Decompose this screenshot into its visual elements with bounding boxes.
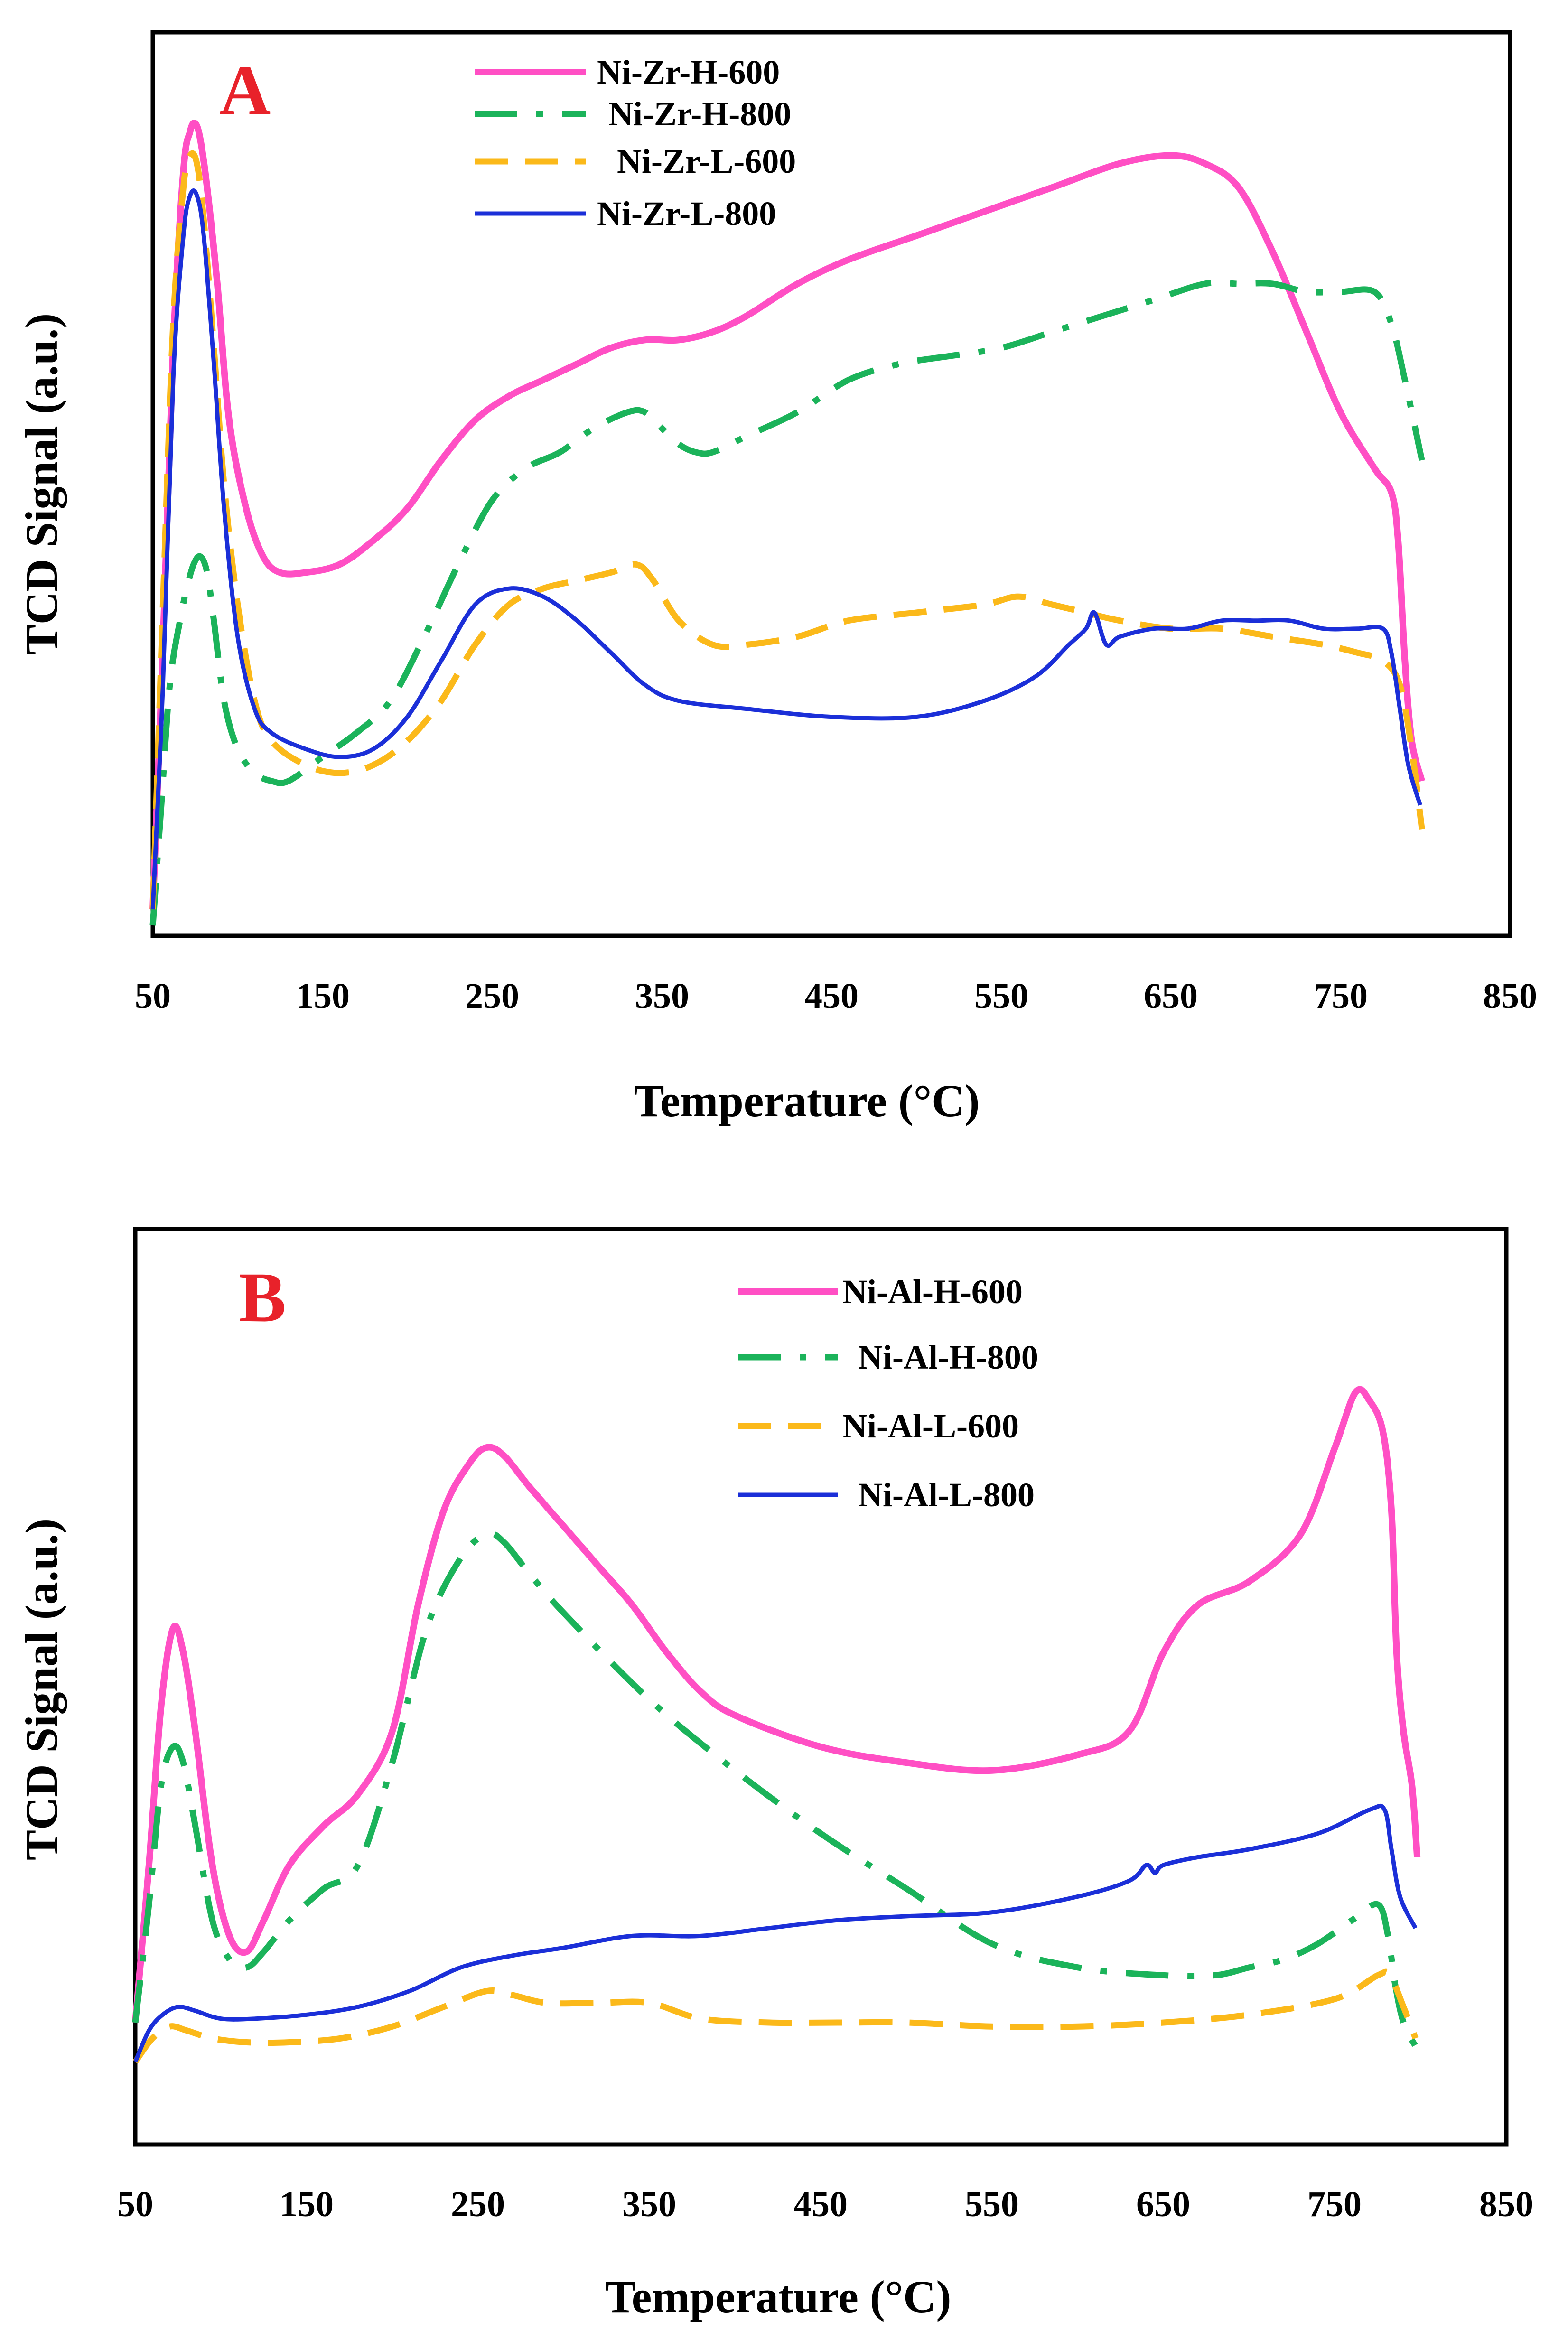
panel-b-curves (132, 1386, 1421, 2064)
panel-a-y-axis-title: TCD Signal (a.u.) (16, 313, 67, 655)
panel-b-series-ni-al-h-800 (132, 1530, 1419, 2048)
panel-a-x-ticks: 50 150 250 350 450 550 650 750 850 (135, 976, 1537, 1016)
panel-b-legend-label-ni-al-h-800: Ni-Al-H-800 (858, 1338, 1038, 1376)
panel-b-series-ni-al-h-600 (132, 1386, 1421, 2023)
panel-a-x-tick: 50 (135, 976, 171, 1016)
panel-a-series-ni-zr-l-800 (150, 188, 1422, 910)
panel-a-x-tick: 750 (1314, 976, 1368, 1016)
panel-a-x-tick: 550 (974, 976, 1028, 1016)
panel-b-legend: Ni-Al-H-600 Ni-Al-H-800 Ni-Al-L-600 Ni-A… (738, 1273, 1038, 1514)
panel-a-x-axis-title: Temperature (°C) (634, 1075, 980, 1126)
panel-a-x-tick: 150 (296, 976, 350, 1016)
panel-b-letter: B (239, 1258, 286, 1337)
panel-b-series-ni-al-l-800 (133, 1804, 1418, 2063)
panel-a-legend-label-ni-zr-h-800: Ni-Zr-H-800 (608, 95, 791, 133)
panel-b-series-ni-al-l-600 (132, 1968, 1419, 2064)
panel-b: B Ni-Al-H-600 Ni-Al-H-800 Ni-Al-L-600 Ni… (16, 1227, 1533, 2322)
panel-b-x-axis-title: Temperature (°C) (606, 2271, 952, 2322)
panel-b-legend-label-ni-al-l-800: Ni-Al-L-800 (858, 1476, 1035, 1514)
panel-a-x-tick: 350 (635, 976, 689, 1016)
panel-b-legend-label-ni-al-l-600: Ni-Al-L-600 (842, 1407, 1019, 1445)
panel-a-series-ni-zr-l-600 (149, 150, 1425, 910)
panel-a-x-tick: 450 (804, 976, 859, 1016)
panel-a-curves (149, 120, 1425, 926)
panel-b-legend-label-ni-al-h-600: Ni-Al-H-600 (842, 1273, 1023, 1311)
panel-a-legend-label-ni-zr-h-600: Ni-Zr-H-600 (597, 53, 780, 91)
panel-a: A Ni-Zr-H-600 Ni-Zr-H-800 Ni-Zr-L-600 Ni… (16, 30, 1537, 1126)
panel-a-legend-label-ni-zr-l-800: Ni-Zr-L-800 (597, 195, 776, 233)
panel-a-series-ni-zr-h-800 (149, 280, 1425, 926)
panel-b-x-tick: 150 (280, 2184, 334, 2224)
panel-b-x-tick: 250 (451, 2184, 505, 2224)
panel-a-letter: A (219, 51, 271, 130)
panel-a-series-ni-zr-h-600 (149, 120, 1425, 910)
panel-b-x-tick: 650 (1136, 2184, 1190, 2224)
panel-b-x-tick: 350 (622, 2184, 676, 2224)
panel-a-x-tick: 250 (465, 976, 519, 1016)
panel-b-plot-frame (133, 1227, 1509, 2147)
panel-a-x-tick: 650 (1144, 976, 1198, 1016)
panel-a-plot-frame (150, 30, 1512, 938)
panel-b-x-tick: 550 (965, 2184, 1019, 2224)
panel-b-x-ticks: 50 150 250 350 450 550 650 750 850 (117, 2184, 1533, 2224)
panel-a-legend-label-ni-zr-l-600: Ni-Zr-L-600 (617, 142, 796, 180)
panel-b-x-tick: 750 (1307, 2184, 1362, 2224)
panel-a-legend: Ni-Zr-H-600 Ni-Zr-H-800 Ni-Zr-L-600 Ni-Z… (475, 53, 796, 233)
panel-b-x-tick: 850 (1479, 2184, 1533, 2224)
panel-b-x-tick: 50 (117, 2184, 153, 2224)
panel-b-y-axis-title: TCD Signal (a.u.) (16, 1519, 67, 1860)
panel-a-x-tick: 850 (1483, 976, 1537, 1016)
panel-b-x-tick: 450 (793, 2184, 848, 2224)
